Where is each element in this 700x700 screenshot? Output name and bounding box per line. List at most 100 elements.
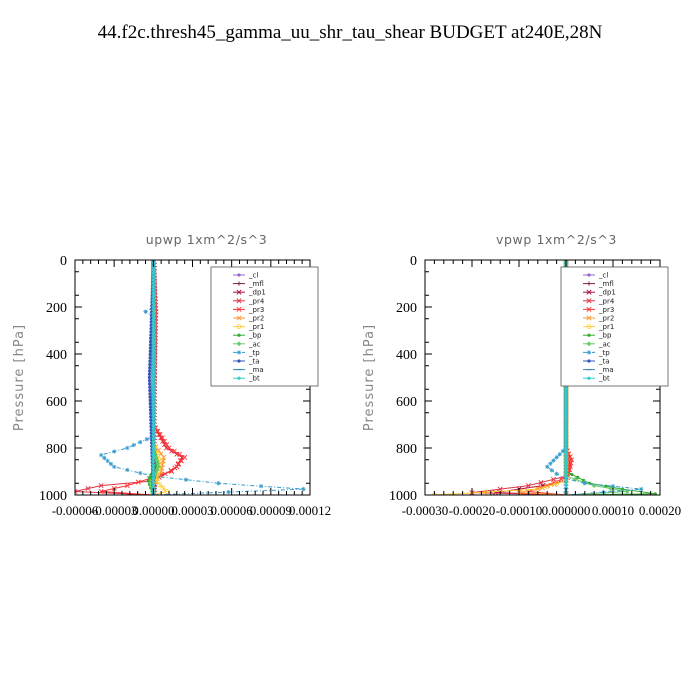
data-point [151,317,155,322]
data-point [148,356,152,360]
data-point [151,390,155,394]
data-point [564,473,568,477]
y-tick-label: 1000 [389,489,417,504]
legend-marker [586,298,592,304]
data-point [564,387,568,391]
legend-marker [587,376,591,380]
data-point [151,361,155,365]
data-point [148,366,152,370]
data-point [151,337,155,342]
legend-marker [237,273,241,277]
data-point [151,380,155,385]
data-point [125,445,130,451]
x-tick-label: 0.00010 [592,503,634,518]
y-tick-label: 200 [396,301,417,316]
data-point [151,387,155,391]
data-point [151,374,155,378]
data-point [576,475,580,479]
data-point [160,485,166,491]
data-point [545,464,550,469]
data-point [564,466,568,471]
series-pr4 [75,260,185,495]
legend-marker [237,359,241,363]
legend-label: _ta [598,358,610,366]
data-point [151,268,155,272]
data-point [148,349,152,353]
data-point [143,309,148,314]
data-point [564,410,568,414]
data-point [564,480,568,484]
series-line [75,260,183,495]
series-pr4 [469,260,573,495]
data-point [151,433,155,438]
data-point [538,479,544,485]
legend-label: _cl [598,272,608,280]
series-line [434,260,567,495]
x-tick-label: -0.00010 [496,503,543,518]
data-point [564,423,568,428]
data-point [148,362,152,367]
data-point [582,481,587,486]
data-point [147,375,152,380]
legend-label: _bt [598,375,610,383]
y-tick-label: 200 [46,301,67,316]
data-point [138,439,143,445]
data-point [151,470,155,474]
legend-marker [236,289,242,295]
data-point [151,437,155,441]
y-axis-label: Pressure [hPa] [362,324,377,431]
legend-label: _pr3 [598,306,614,314]
legend-label: _dp1 [598,289,616,297]
data-point [154,458,160,463]
data-point [177,458,183,464]
chart-title: upwp 1xm^2/s^3 [146,232,268,247]
legend-label: _mfl [248,280,264,288]
series-line [471,260,571,495]
legend-label: _ma [248,366,264,374]
data-point [151,311,155,315]
legend-label: _ma [598,366,614,374]
data-point [549,468,555,473]
data-point [85,486,91,492]
data-point [151,404,155,408]
data-point [570,472,574,477]
data-point [554,481,559,487]
data-point [151,351,155,355]
data-point [564,420,568,424]
legend-label: _pr2 [598,315,614,323]
series-pr2 [516,260,569,495]
data-point [560,448,566,454]
data-point [557,452,562,457]
data-point [151,384,155,388]
data-point [151,427,155,431]
data-point [163,489,169,494]
data-point [258,483,264,489]
legend-marker [586,281,592,286]
data-point [148,359,152,363]
legend-label: _bp [598,332,612,340]
data-point [544,483,550,489]
legend-box [560,266,669,387]
data-point [157,482,162,487]
series-line [518,260,567,495]
legend-marker [586,324,592,330]
data-point [564,390,568,394]
x-tick-label: -0.00020 [449,503,496,518]
legend-label: _bp [248,332,262,340]
legend-marker [587,273,591,277]
x-tick-label: 0.000000 [542,503,591,518]
data-point [162,438,168,444]
data-point [169,468,175,475]
data-point [497,486,503,492]
data-point [151,413,155,418]
y-axis-label: Pressure [hPa] [12,324,27,431]
legend-label: _pr2 [248,315,264,323]
data-point [151,324,155,328]
data-point [148,382,152,386]
data-point [151,298,155,302]
chart-panel-2: vpwp 1xm^2/s^3 Pressure [hPa] 0 200 400 600 80… [362,232,681,518]
data-point [138,470,143,476]
data-point [564,456,568,461]
data-point [151,284,155,289]
data-point [148,483,154,489]
